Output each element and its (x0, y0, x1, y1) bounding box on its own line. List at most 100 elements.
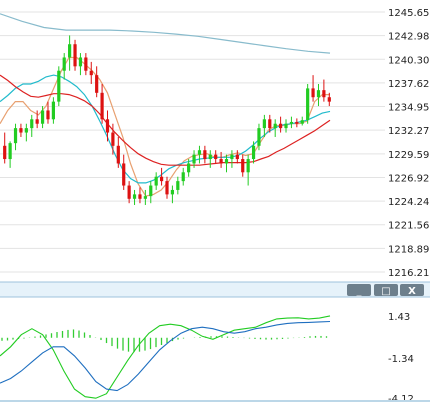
candle-body (203, 150, 207, 160)
price-tick-label: 1245.65 (388, 8, 429, 19)
candle-body (19, 128, 23, 133)
candle-body (159, 176, 164, 182)
ma-long-line (0, 13, 331, 54)
candle-body (68, 44, 72, 58)
candle-body (84, 57, 88, 71)
oscillator-histogram (1, 329, 328, 353)
oscillator-tick-label: -1.34 (388, 354, 414, 365)
candle-body (289, 121, 294, 124)
candle-body (132, 194, 137, 199)
price-tick-label: 1226.92 (388, 173, 429, 184)
candle-body (279, 123, 283, 129)
candle-body (170, 189, 175, 195)
oscillator-lines (0, 315, 331, 399)
candle-body (3, 145, 7, 160)
price-axis: 1245.65 1242.98 1240.30 1237.62 1234.95 1232.… (388, 8, 429, 279)
oscillator-tick-label: 1.43 (388, 312, 410, 323)
candlestick-series (3, 35, 331, 205)
candle-body (187, 163, 191, 173)
price-tick-label: 1216.21 (388, 268, 429, 279)
price-tick-label: 1237.62 (388, 79, 429, 90)
candle-body (214, 154, 218, 160)
maximize-button[interactable]: □ (374, 284, 398, 297)
candle-body (246, 159, 250, 173)
candle-body (35, 119, 39, 124)
candle-body (176, 181, 180, 190)
minimize-icon[interactable]: _ (357, 286, 362, 297)
candle-body (316, 90, 321, 98)
candle-body (100, 92, 104, 120)
candle-body (322, 90, 326, 98)
candle-body (327, 97, 331, 102)
candle-body (224, 159, 229, 164)
pane-divider-strip (0, 282, 430, 297)
close-button[interactable]: X (400, 284, 424, 297)
candle-body (251, 145, 256, 160)
candle-body (122, 163, 126, 186)
candle-body (95, 75, 99, 93)
price-tick-label: 1242.98 (388, 32, 429, 43)
candle-body (111, 132, 115, 146)
price-tick-label: 1240.30 (388, 55, 429, 66)
candle-body (235, 154, 239, 160)
price-tick-label: 1232.27 (388, 126, 429, 137)
candle-body (273, 123, 277, 129)
candle-body (149, 185, 153, 197)
candle-body (46, 110, 50, 120)
candle-body (8, 143, 12, 160)
indicator-pane-titlebar: _ □ X (0, 281, 430, 298)
candle-body (154, 176, 158, 186)
macd-line (0, 315, 331, 399)
main-pane-grid (0, 11, 385, 273)
price-tick-label: 1218.89 (388, 244, 429, 255)
minimize-button[interactable]: _ (347, 284, 371, 297)
candle-body (197, 150, 202, 155)
ma-slow-line (0, 74, 331, 166)
candle-body (219, 159, 223, 164)
moving-average-lines (0, 13, 331, 197)
candle-body (257, 128, 261, 146)
candle-body (262, 119, 266, 129)
oscillator-axis: 1.43 -1.34 -4.12 (0, 312, 430, 405)
candle-body (268, 119, 272, 129)
candle-body (284, 123, 288, 129)
close-button-bg[interactable] (400, 284, 424, 296)
minimize-button-bg[interactable] (347, 284, 371, 296)
candle-body (57, 70, 61, 102)
candle-body (143, 196, 147, 199)
maximize-icon[interactable]: □ (381, 286, 390, 297)
candle-body (40, 110, 45, 124)
price-tick-label: 1224.24 (388, 197, 429, 208)
candle-body (181, 172, 185, 182)
candle-body (241, 159, 245, 173)
candle-body (105, 119, 110, 133)
signal-line (0, 320, 331, 392)
candle-body (165, 181, 169, 195)
candle-body (306, 88, 310, 121)
candle-body (192, 154, 196, 164)
price-tick-label: 1229.59 (388, 150, 429, 161)
candle-body (116, 145, 120, 164)
candle-body (30, 119, 34, 129)
candle-body (138, 194, 142, 199)
candle-body (73, 44, 77, 67)
maximize-button-bg[interactable] (374, 284, 398, 296)
price-tick-label: 1234.95 (388, 103, 429, 114)
candle-body (300, 120, 304, 124)
close-icon[interactable]: X (408, 286, 416, 297)
candle-body (62, 57, 66, 71)
candle-body (295, 121, 299, 124)
candle-body (127, 185, 131, 199)
candle-body (78, 57, 83, 67)
candle-body (24, 128, 28, 133)
oscillator-tick-label: -4.12 (388, 394, 414, 405)
candle-body (89, 70, 93, 76)
candle-body (208, 154, 212, 160)
candle-body (311, 88, 315, 98)
candle-body (13, 128, 18, 144)
price-tick-label: 1221.56 (388, 221, 429, 232)
candle-body (230, 154, 234, 160)
candle-body (51, 101, 55, 120)
